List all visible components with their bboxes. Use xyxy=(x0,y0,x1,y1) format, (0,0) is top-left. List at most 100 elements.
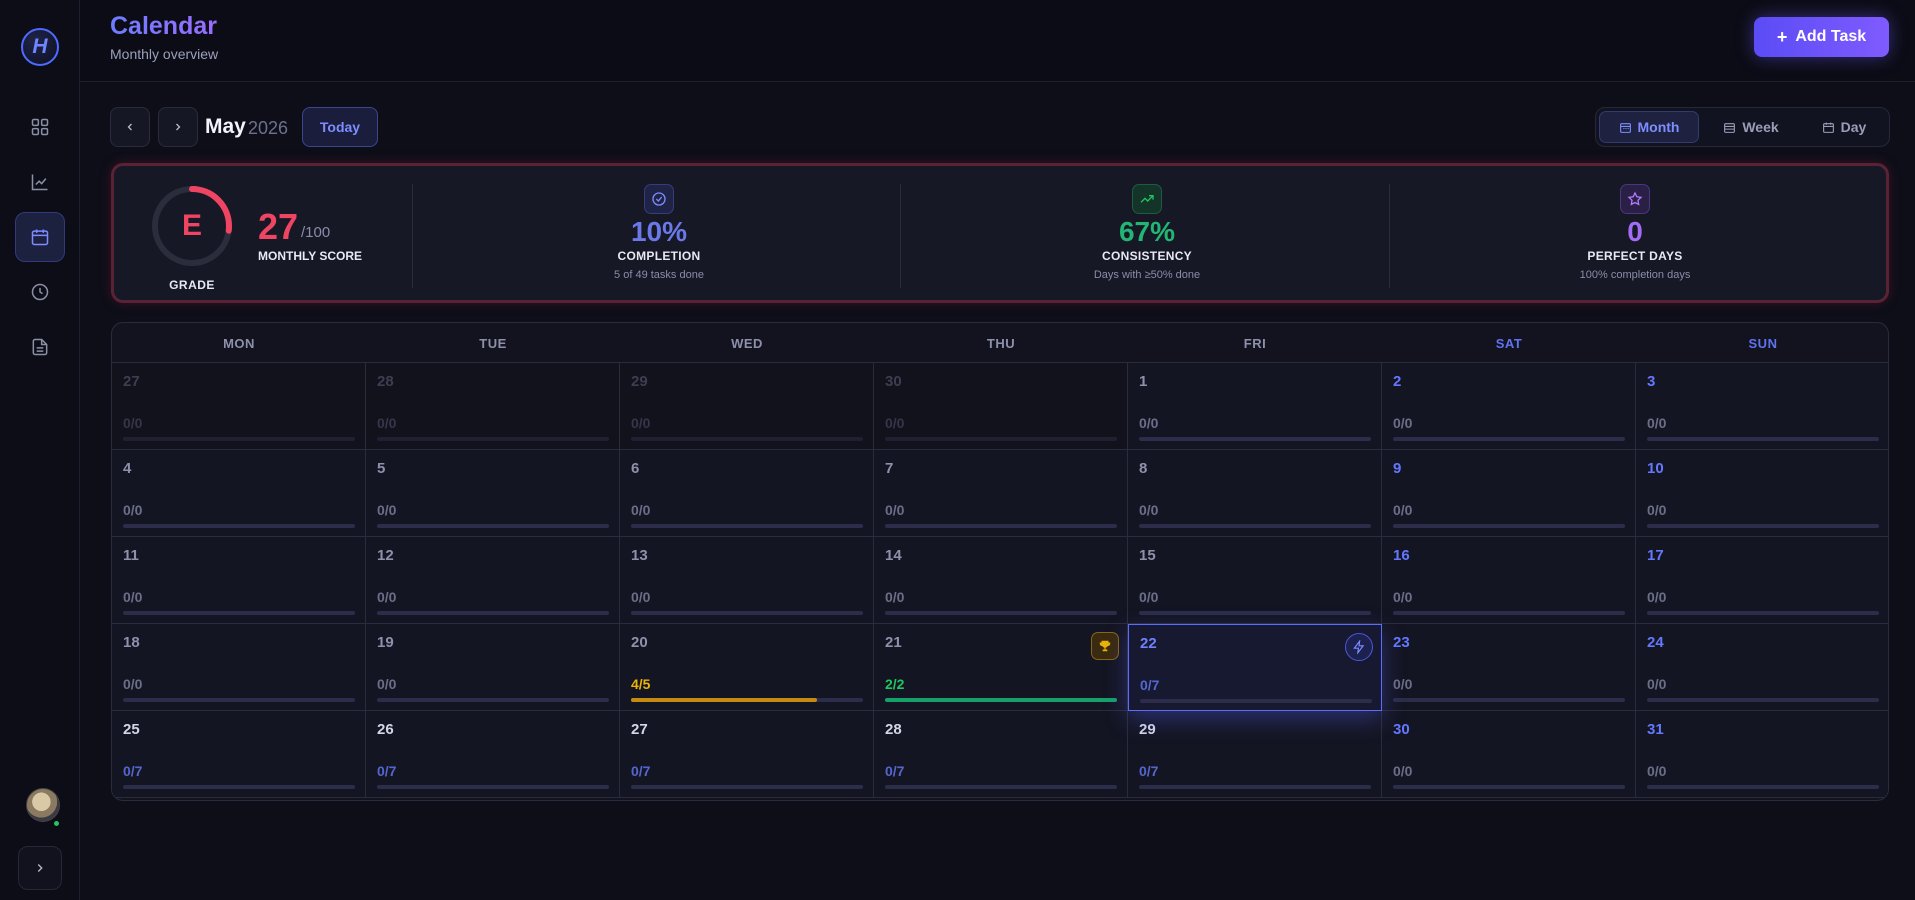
day-number: 19 xyxy=(377,634,394,651)
view-day-button[interactable]: Day xyxy=(1801,111,1887,143)
calendar-day-today[interactable]: 22 0/7 xyxy=(1128,624,1382,711)
calendar-day[interactable]: 11 0/0 xyxy=(112,537,366,624)
calendar-day[interactable]: 16 0/0 xyxy=(1382,537,1636,624)
prev-month-button[interactable] xyxy=(110,107,150,147)
today-button[interactable]: Today xyxy=(302,107,378,147)
calendar-day[interactable]: 12 0/0 xyxy=(366,537,620,624)
weekday-header: MON xyxy=(223,335,255,351)
app-logo[interactable]: H xyxy=(21,28,59,66)
completion-value: 10% xyxy=(630,216,688,247)
day-number: 1 xyxy=(1139,373,1148,390)
day-progress-bar xyxy=(1647,437,1879,441)
calendar-day[interactable]: 23 0/0 xyxy=(1382,624,1636,711)
next-month-button[interactable] xyxy=(158,107,198,147)
day-progress-text: 0/0 xyxy=(1647,415,1667,431)
perfect-days-stat: 0 PERFECT DAYS 100% completion days xyxy=(1485,184,1785,281)
perfect-days-sub: 100% completion days xyxy=(1579,269,1691,281)
completion-label: COMPLETION xyxy=(617,249,701,263)
view-switcher: Month Week Day xyxy=(1595,107,1890,147)
calendar-day[interactable]: 25 0/7 xyxy=(112,711,366,798)
calendar-day[interactable]: 1 0/0 xyxy=(1128,363,1382,450)
calendar-day[interactable]: 27 0/7 xyxy=(620,711,874,798)
sidebar-item-history[interactable] xyxy=(15,267,65,317)
day-progress-bar xyxy=(377,611,609,615)
lightning-icon[interactable] xyxy=(1345,633,1373,661)
calendar-day[interactable]: 24 0/0 xyxy=(1636,624,1888,711)
calendar-day[interactable]: 5 0/0 xyxy=(366,450,620,537)
day-progress-text: 0/0 xyxy=(377,589,397,605)
calendar-day[interactable]: 29 0/0 xyxy=(620,363,874,450)
sidebar-expand-button[interactable] xyxy=(18,846,62,890)
day-number: 27 xyxy=(123,373,140,390)
calendar-day[interactable]: 20 4/5 xyxy=(620,624,874,711)
day-progress-fill xyxy=(631,698,817,702)
weekday-header: TUE xyxy=(479,335,507,351)
calendar-day[interactable]: 15 0/0 xyxy=(1128,537,1382,624)
calendar-day[interactable]: 28 0/0 xyxy=(366,363,620,450)
day-progress-bar xyxy=(123,611,355,615)
chevron-left-icon xyxy=(127,123,132,131)
sidebar-item-analytics[interactable] xyxy=(15,157,65,207)
chevron-right-icon xyxy=(37,864,43,872)
calendar-day[interactable]: 6 0/0 xyxy=(620,450,874,537)
sidebar-item-dashboard[interactable] xyxy=(15,102,65,152)
calendar-day[interactable]: 8 0/0 xyxy=(1128,450,1382,537)
calendar-day[interactable]: 13 0/0 xyxy=(620,537,874,624)
add-task-label: Add Task xyxy=(1795,28,1867,45)
calendar-day[interactable]: 30 0/0 xyxy=(874,363,1128,450)
day-progress-bar xyxy=(1139,524,1371,528)
user-avatar[interactable] xyxy=(26,788,60,822)
calendar-day[interactable]: 29 0/7 xyxy=(1128,711,1382,798)
calendar-day[interactable]: 27 0/0 xyxy=(112,363,366,450)
view-week-label: Week xyxy=(1742,119,1779,135)
day-number: 7 xyxy=(885,460,894,477)
calendar-day[interactable]: 7 0/0 xyxy=(874,450,1128,537)
day-progress-text: 0/0 xyxy=(631,502,651,518)
day-progress-text: 0/0 xyxy=(1139,415,1159,431)
day-progress-bar xyxy=(631,611,863,615)
day-number: 9 xyxy=(1393,460,1402,477)
sidebar-item-calendar[interactable] xyxy=(15,212,65,262)
day-progress-text: 0/0 xyxy=(1393,415,1413,431)
day-number: 4 xyxy=(123,460,132,477)
calendar-day[interactable]: 17 0/0 xyxy=(1636,537,1888,624)
weekday-header: SAT xyxy=(1495,335,1523,351)
day-progress-bar xyxy=(631,785,863,789)
day-progress-bar xyxy=(1393,437,1625,441)
view-month-button[interactable]: Month xyxy=(1599,111,1699,143)
day-progress-text: 4/5 xyxy=(631,676,651,692)
view-week-button[interactable]: Week xyxy=(1706,111,1796,143)
day-number: 14 xyxy=(885,547,902,564)
calendar-day[interactable]: 14 0/0 xyxy=(874,537,1128,624)
weekday-header: THU xyxy=(986,335,1016,351)
day-progress-bar xyxy=(885,698,1117,702)
calendar-day[interactable]: 9 0/0 xyxy=(1382,450,1636,537)
completion-sub: 5 of 49 tasks done xyxy=(614,269,704,281)
calendar-day[interactable]: 2 0/0 xyxy=(1382,363,1636,450)
calendar-day[interactable]: 31 0/0 xyxy=(1636,711,1888,798)
day-progress-text: 0/7 xyxy=(123,763,143,779)
sidebar-item-notes[interactable] xyxy=(15,322,65,372)
calendar-day[interactable]: 30 0/0 xyxy=(1382,711,1636,798)
calendar-day[interactable]: 28 0/7 xyxy=(874,711,1128,798)
calendar-day[interactable]: 3 0/0 xyxy=(1636,363,1888,450)
calendar-day[interactable]: 4 0/0 xyxy=(112,450,366,537)
weekday-header: WED xyxy=(731,335,763,351)
day-progress-bar xyxy=(1393,611,1625,615)
add-task-button[interactable]: + Add Task xyxy=(1754,17,1889,57)
day-progress-text: 0/0 xyxy=(885,415,905,431)
day-progress-bar xyxy=(377,524,609,528)
day-progress-bar xyxy=(1393,524,1625,528)
calendar-day[interactable]: 19 0/0 xyxy=(366,624,620,711)
calendar-day[interactable]: 21 2/2 xyxy=(874,624,1128,711)
day-progress-bar xyxy=(1393,785,1625,789)
calendar-day[interactable]: 18 0/0 xyxy=(112,624,366,711)
day-number: 25 xyxy=(123,721,140,738)
calendar-day[interactable]: 26 0/7 xyxy=(366,711,620,798)
current-month: May xyxy=(205,115,246,138)
calendar-day[interactable]: 10 0/0 xyxy=(1636,450,1888,537)
day-number: 22 xyxy=(1140,635,1157,652)
page-subtitle: Monthly overview xyxy=(110,46,219,62)
day-progress-fill xyxy=(885,698,1117,702)
day-progress-text: 0/0 xyxy=(1647,676,1667,692)
